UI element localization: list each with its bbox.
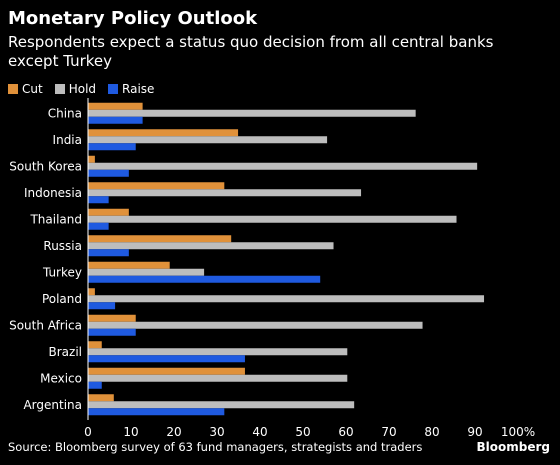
legend-label-hold: Hold	[68, 82, 97, 96]
category-label-turkey: Turkey	[42, 265, 82, 279]
bar-raise-thailand	[88, 222, 109, 230]
legend-swatch-cut	[8, 84, 18, 94]
legend-item-hold: Hold	[54, 82, 97, 96]
chart-subtitle: Respondents expect a status quo decision…	[8, 33, 494, 70]
legend-item-raise: Raise	[108, 82, 154, 96]
chart-title: Monetary Policy Outlook	[8, 8, 258, 29]
category-label-argentina: Argentina	[23, 398, 82, 412]
bar-cut-south-korea	[88, 155, 95, 163]
x-tick-label: 20	[166, 425, 181, 439]
source-note: Source: Bloomberg survey of 63 fund mana…	[8, 440, 423, 454]
bar-cut-brazil	[88, 341, 102, 349]
bar-hold-mexico	[88, 374, 348, 382]
bar-cut-turkey	[88, 261, 170, 269]
category-label-china: China	[48, 106, 82, 120]
bar-cut-indonesia	[88, 182, 225, 190]
x-tick-label: 0	[84, 425, 92, 439]
x-tick-label: 80	[424, 425, 439, 439]
bar-raise-south-africa	[88, 328, 136, 336]
bar-raise-india	[88, 143, 136, 151]
bar-hold-poland	[88, 295, 485, 303]
bar-hold-thailand	[88, 215, 457, 223]
legend-label-cut: Cut	[22, 82, 43, 96]
x-tick-label: 60	[338, 425, 353, 439]
bar-raise-argentina	[88, 408, 225, 416]
bar-cut-russia	[88, 235, 232, 243]
bar-raise-poland	[88, 302, 116, 310]
x-tick-label: 70	[381, 425, 396, 439]
x-tick-label: 100%	[501, 425, 535, 439]
legend-item-cut: Cut	[8, 82, 43, 96]
bar-cut-south-africa	[88, 314, 136, 322]
category-label-mexico: Mexico	[40, 371, 82, 385]
bar-hold-south-africa	[88, 321, 423, 329]
bar-cut-thailand	[88, 208, 129, 216]
bar-raise-turkey	[88, 275, 321, 283]
legend-swatch-hold	[54, 84, 65, 94]
category-label-russia: Russia	[43, 239, 82, 253]
category-label-poland: Poland	[42, 292, 82, 306]
bar-hold-argentina	[88, 401, 355, 409]
bar-cut-argentina	[88, 394, 114, 402]
legend-label-raise: Raise	[122, 82, 155, 96]
legend: Cut Hold Raise	[8, 82, 166, 96]
category-label-south-africa: South Africa	[9, 318, 82, 332]
bar-hold-russia	[88, 242, 334, 250]
bar-hold-south-korea	[88, 162, 478, 170]
bar-raise-brazil	[88, 355, 245, 363]
x-tick-label: 90	[467, 425, 482, 439]
x-tick-label: 30	[209, 425, 224, 439]
category-label-brazil: Brazil	[49, 345, 83, 359]
bar-hold-india	[88, 136, 328, 144]
bar-raise-russia	[88, 249, 129, 257]
legend-swatch-raise	[108, 84, 119, 94]
x-tick-label: 10	[123, 425, 138, 439]
category-label-thailand: Thailand	[29, 212, 82, 226]
bar-cut-poland	[88, 288, 95, 296]
bar-raise-china	[88, 116, 143, 124]
bloomberg-logo: Bloomberg	[476, 440, 551, 454]
category-label-indonesia: Indonesia	[24, 186, 82, 200]
bar-hold-indonesia	[88, 189, 362, 197]
bar-hold-turkey	[88, 268, 205, 276]
bar-hold-brazil	[88, 348, 348, 356]
bar-cut-china	[88, 102, 143, 110]
bar-raise-south-korea	[88, 169, 129, 177]
bar-cut-mexico	[88, 367, 245, 375]
bar-cut-india	[88, 129, 239, 137]
x-tick-label: 40	[252, 425, 267, 439]
category-label-south-korea: South Korea	[9, 159, 82, 173]
bar-hold-china	[88, 109, 416, 117]
category-label-india: India	[53, 133, 82, 147]
bar-raise-indonesia	[88, 196, 109, 204]
x-tick-label: 50	[295, 425, 310, 439]
bar-raise-mexico	[88, 381, 102, 389]
